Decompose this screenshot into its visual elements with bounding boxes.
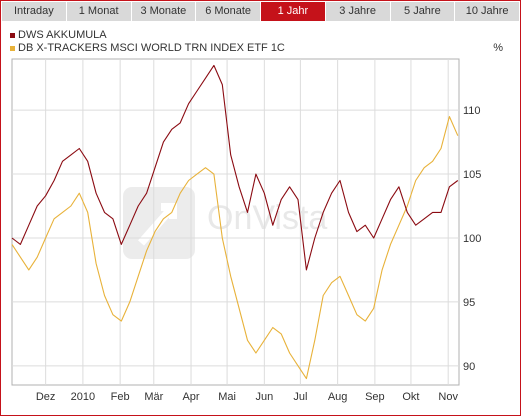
y-tick-label: 100 [463, 233, 481, 245]
legend-swatch-series-2 [10, 46, 15, 51]
x-tick-label: Aug [328, 391, 348, 403]
legend-label-series-1: DWS AKKUMULA [18, 29, 107, 41]
plot-area [11, 58, 460, 386]
x-tick-label: Dez [36, 391, 56, 403]
y-axis-ticks: 90 95 100 105 110 [463, 105, 481, 373]
x-tick-label: Okt [402, 391, 419, 403]
series-line-2 [11, 115, 459, 380]
tab-6-monate[interactable]: 6 Monate [196, 2, 261, 21]
tab-1-monat[interactable]: 1 Monat [67, 2, 132, 21]
tab-5-jahre[interactable]: 5 Jahre [391, 2, 456, 21]
watermark-arrow-icon [138, 203, 177, 246]
x-tick-label: Jul [293, 391, 307, 403]
legend-item-series-1: DWS AKKUMULA [10, 29, 285, 42]
y-tick-label: 105 [463, 169, 481, 181]
x-tick-label: Sep [365, 391, 385, 403]
x-tick-label: Jun [255, 391, 273, 403]
y-axis-unit: % [493, 42, 503, 54]
tab-3-jahre[interactable]: 3 Jahre [326, 2, 391, 21]
tab-3-monate[interactable]: 3 Monate [132, 2, 197, 21]
legend-item-series-2: DB X-TRACKERS MSCI WORLD TRN INDEX ETF 1… [10, 42, 285, 55]
tab-intraday[interactable]: Intraday [2, 2, 67, 21]
x-tick-label: Nov [438, 391, 458, 403]
y-tick-label: 95 [463, 297, 475, 309]
series-lines [11, 64, 459, 380]
x-tick-label: Mär [144, 391, 163, 403]
y-tick-label: 90 [463, 361, 475, 373]
tab-1-jahr[interactable]: 1 Jahr [261, 2, 326, 21]
chart-legend: DWS AKKUMULA DB X-TRACKERS MSCI WORLD TR… [10, 29, 285, 55]
x-tick-label: 2010 [71, 391, 95, 403]
tab-10-jahre[interactable]: 10 Jahre [465, 5, 509, 17]
x-tick-label: Feb [111, 391, 130, 403]
x-tick-label: Apr [182, 391, 199, 403]
legend-swatch-series-1 [10, 33, 15, 38]
legend-label-series-2: DB X-TRACKERS MSCI WORLD TRN INDEX ETF 1… [18, 42, 285, 54]
y-tick-label: 110 [463, 105, 481, 117]
series-line-1 [11, 64, 459, 271]
x-axis-ticks: Dez 2010 Feb Mär Apr Mai Jun Jul Aug Sep Okt Nov [36, 391, 459, 403]
x-tick-label: Mai [218, 391, 236, 403]
period-tabs: Intraday 1 Monat 3 Monate 6 Monate 1 Jah… [2, 2, 519, 21]
